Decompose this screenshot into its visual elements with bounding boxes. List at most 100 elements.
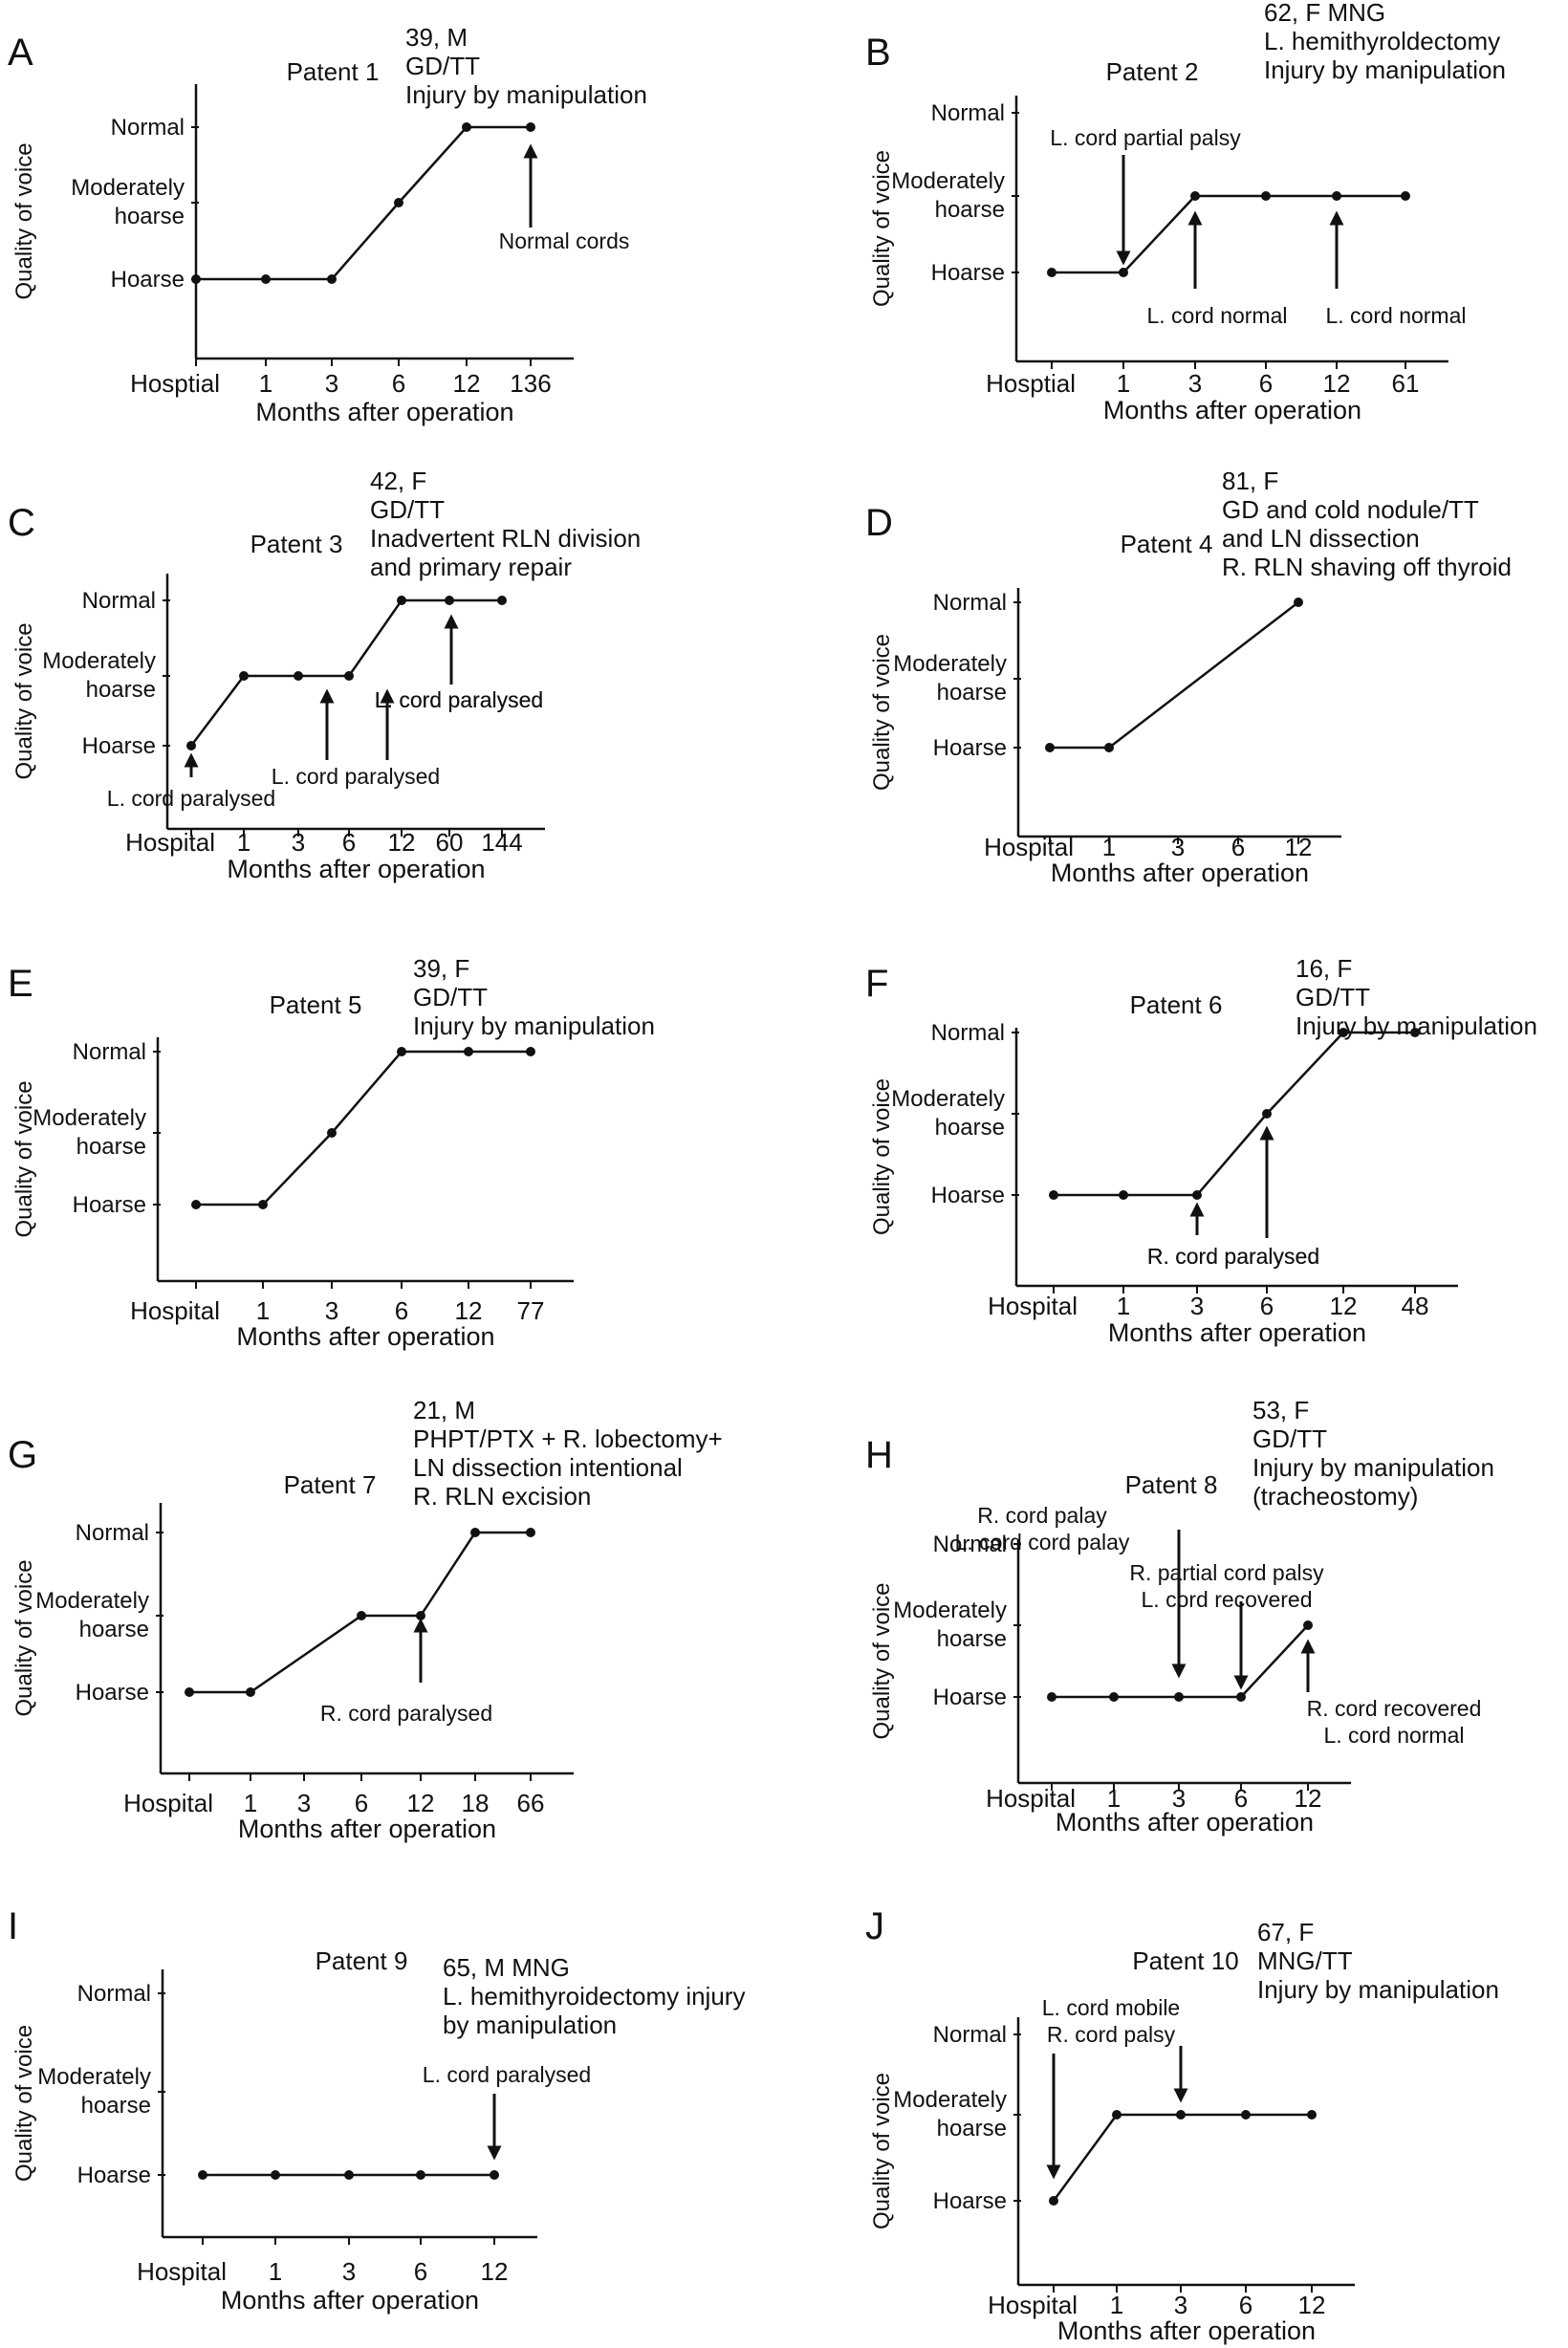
x-tick-label: 12 [481, 2257, 509, 2286]
panel-letter: F [865, 963, 888, 1005]
annotation-label: L. cord normal [1146, 303, 1287, 328]
panel-letter: I [8, 1905, 18, 1947]
data-point [1236, 1692, 1246, 1702]
y-tick-label: Moderately [893, 1598, 1007, 1623]
x-tick-label: Hospital [137, 2257, 227, 2286]
x-tick-label: 77 [517, 1296, 545, 1325]
x-tick-label: 136 [510, 369, 551, 398]
y-tick-label: hoarse [86, 677, 156, 703]
x-tick-label: 60 [436, 828, 464, 857]
annotation-label: R. cord paralysed [1147, 1244, 1319, 1269]
x-axis-title: Months after operation [227, 855, 485, 883]
x-axis-title: Months after operation [1108, 1318, 1366, 1347]
x-tick-label: 6 [1260, 1292, 1274, 1320]
annotation-label: L. cord paralysed [107, 786, 275, 811]
x-tick-label: 6 [414, 2257, 427, 2286]
data-point [526, 1528, 535, 1537]
annotation-label: L. cord normal [1325, 303, 1466, 328]
x-tick-label: 18 [462, 1789, 490, 1817]
data-point [1176, 2110, 1186, 2120]
series-line [196, 1050, 531, 1207]
data-point [271, 2170, 280, 2180]
x-axis-title: Months after operation [255, 398, 513, 426]
y-tick-label: Hoarse [76, 1680, 149, 1706]
patient-info-line: 16, F [1296, 954, 1352, 983]
patient-info-line: Injury by manipulation [1257, 1975, 1499, 2004]
y-tick-label: hoarse [79, 1617, 149, 1642]
patient-label: Patent 1 [287, 57, 380, 86]
patient-info-line: Injury by manipulation [1252, 1453, 1494, 1482]
y-tick-label: Hoarse [931, 1183, 1005, 1208]
data-point [258, 1200, 268, 1209]
data-point [191, 1200, 201, 1209]
patient-info-line: 62, F MNG [1264, 0, 1385, 27]
y-tick-label: hoarse [937, 680, 1007, 706]
x-tick-label: 1 [269, 2257, 282, 2286]
y-tick-label: Hoarse [77, 2163, 151, 2188]
y-axis-title: Quality of voice [11, 1559, 37, 1716]
x-tick-label: 3 [1190, 1292, 1204, 1320]
y-axis-title: Quality of voice [869, 150, 895, 307]
y-tick-label: Hoarse [82, 733, 156, 759]
panel-letter: D [865, 502, 893, 544]
data-point [198, 2170, 207, 2180]
data-point [327, 1128, 337, 1138]
panel-letter: J [865, 1905, 884, 1947]
data-point [1262, 1109, 1272, 1119]
data-point [464, 1047, 473, 1056]
patient-label: Patent 8 [1125, 1470, 1218, 1499]
data-point [239, 671, 249, 681]
data-point [1192, 1190, 1202, 1200]
data-point [246, 1687, 255, 1697]
x-axis-title: Months after operation [238, 1815, 496, 1843]
data-point [1332, 191, 1341, 201]
data-point [1303, 1620, 1313, 1630]
x-tick-label: 1 [1110, 2291, 1123, 2319]
data-point [397, 1047, 406, 1056]
x-tick-label: 12 [453, 369, 481, 398]
x-tick-label: 1 [1117, 369, 1130, 398]
data-point [416, 2170, 425, 2180]
x-tick-label: 3 [325, 369, 338, 398]
patient-info-line: 21, M [413, 1396, 475, 1424]
y-tick-label: Normal [931, 1020, 1005, 1046]
x-tick-label: Hosptial [130, 369, 220, 398]
patient-info-line: GD/TT [1252, 1424, 1327, 1453]
y-tick-label: Normal [931, 100, 1005, 126]
y-tick-label: Hoarse [933, 2188, 1007, 2214]
x-tick-label: 48 [1402, 1292, 1429, 1320]
data-point [470, 1528, 480, 1537]
y-tick-label: hoarse [935, 1115, 1005, 1141]
y-tick-label: Hoarse [933, 1685, 1007, 1710]
x-tick-label: 3 [1174, 2291, 1187, 2319]
y-axis-title: Quality of voice [11, 622, 37, 779]
patient-label: Patent 6 [1130, 990, 1223, 1019]
patient-info-line: 39, M [405, 23, 468, 52]
data-point [1410, 1028, 1420, 1037]
x-tick-label: 3 [292, 828, 305, 857]
patient-info-line: GD/TT [405, 52, 480, 80]
data-point [185, 1687, 194, 1697]
data-point [1104, 743, 1114, 752]
x-tick-label: Hospital [125, 828, 215, 857]
y-axis-title: Quality of voice [11, 142, 37, 299]
data-point [294, 671, 303, 681]
data-point [1401, 191, 1410, 201]
x-tick-label: 6 [342, 828, 356, 857]
x-tick-label: 12 [1298, 2291, 1326, 2319]
x-tick-label: 3 [297, 1789, 311, 1817]
data-point [490, 2170, 499, 2180]
x-tick-label: 1 [1102, 833, 1116, 861]
annotation-label: L. cord partial palsy [1050, 125, 1241, 150]
patient-label: Patent 2 [1106, 57, 1199, 86]
y-tick-label: Normal [933, 1532, 1007, 1557]
data-point [1047, 268, 1056, 277]
y-tick-label: hoarse [76, 1134, 146, 1160]
series-line [196, 125, 531, 281]
annotation-label: R. cord recovered [1307, 1696, 1482, 1721]
annotation-label: L. cord recovered [1142, 1587, 1313, 1612]
